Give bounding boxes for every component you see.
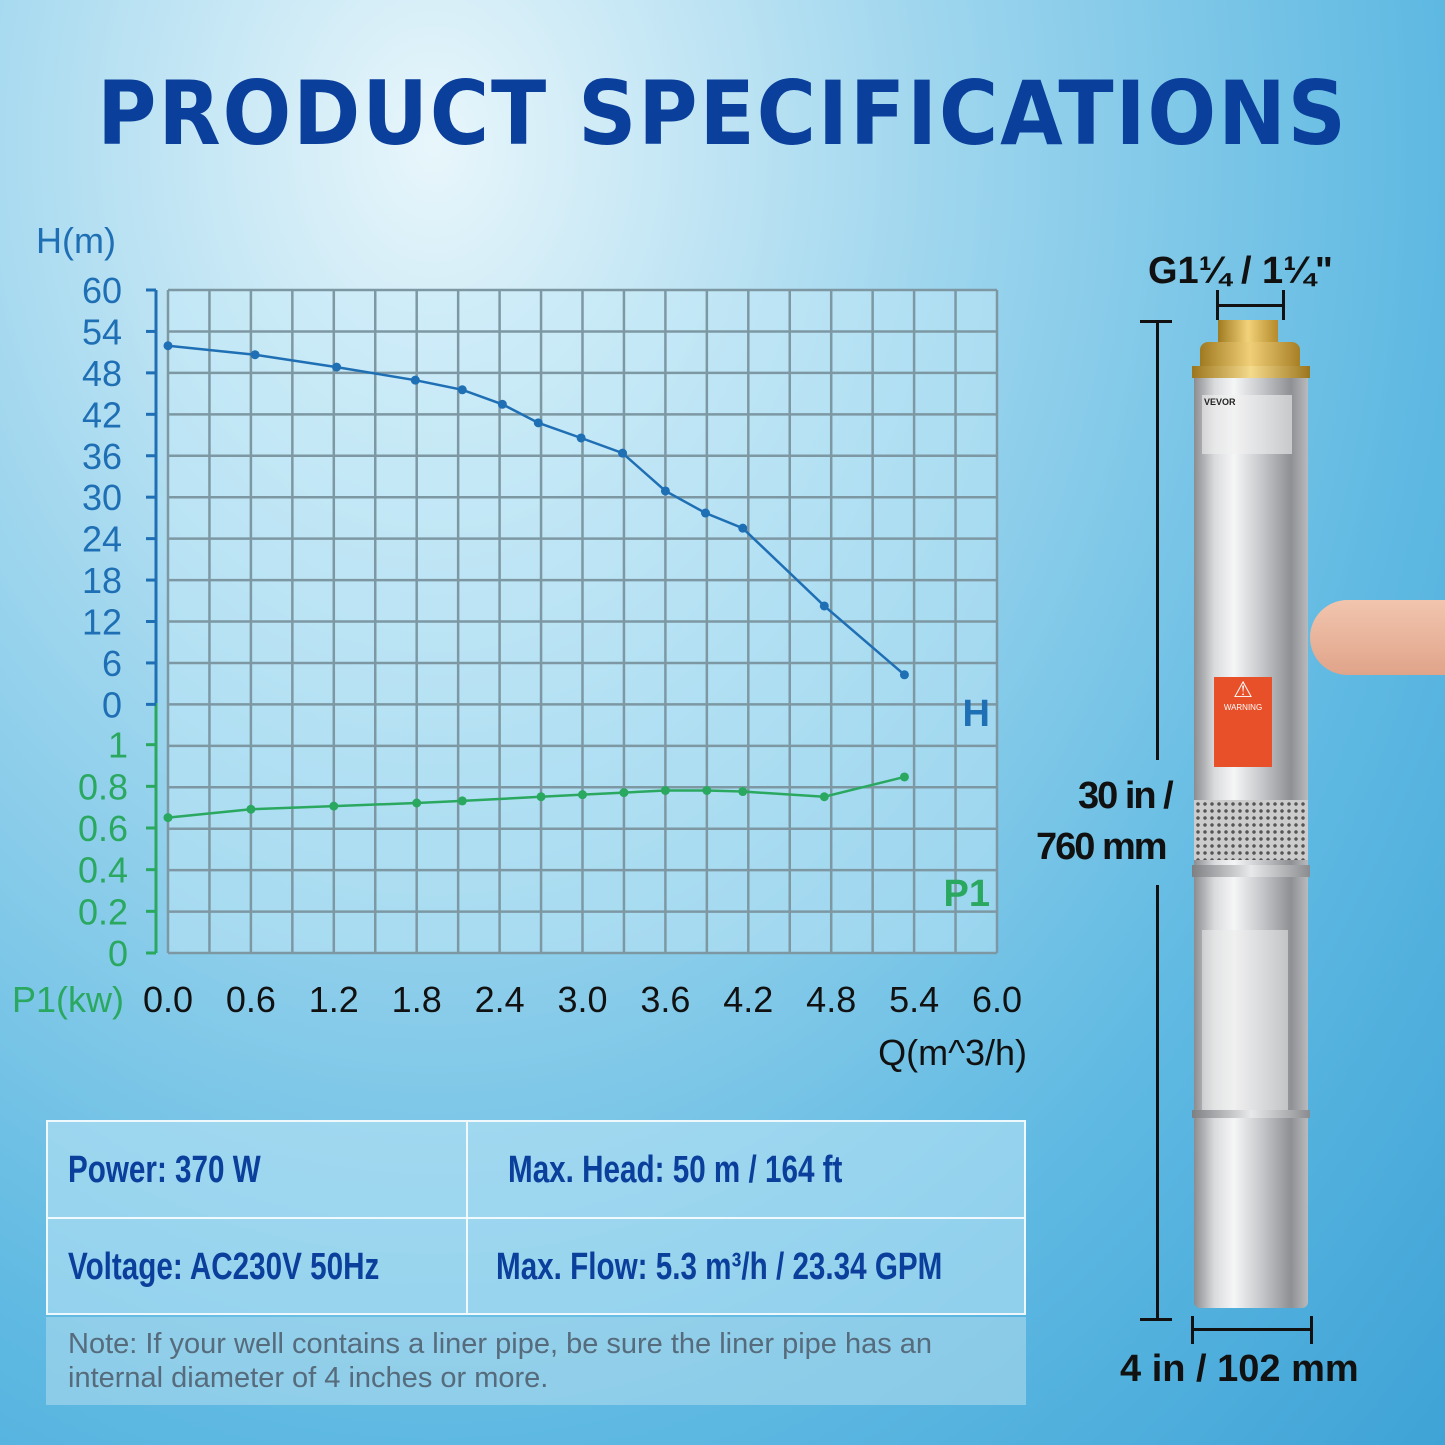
data-point-p1 — [660, 786, 670, 795]
data-point-h — [819, 601, 829, 611]
brand-label: VEVOR — [1204, 397, 1236, 407]
length-label-1: 30 in / — [1078, 775, 1174, 817]
x-tick-label: 4.2 — [723, 979, 773, 1020]
data-point-h — [899, 670, 909, 680]
p1-tick-label: 0.8 — [78, 766, 128, 807]
h-tick-label: 24 — [82, 519, 122, 560]
h-tick-label: 0 — [102, 684, 122, 725]
h-tick-label: 30 — [82, 477, 122, 518]
h-tick-label: 18 — [82, 560, 122, 601]
spec-power: Power: 370 W — [68, 1148, 261, 1191]
data-point-h — [497, 399, 507, 409]
p1-axis-label: P1(kw) — [12, 979, 124, 1020]
p1-tick-label: 0.6 — [78, 808, 128, 849]
data-point-h — [332, 362, 342, 372]
x-tick-label: 1.8 — [392, 979, 442, 1020]
data-point-h — [457, 385, 467, 395]
data-point-p1 — [819, 792, 829, 802]
length-label-2: 760 mm — [1036, 826, 1168, 868]
data-point-h — [660, 486, 670, 496]
intake-screen — [1194, 800, 1308, 860]
x-tick-label: 0.0 — [143, 979, 193, 1020]
x-tick-label: 6.0 — [972, 979, 1022, 1020]
data-point-h — [410, 375, 420, 385]
p1-tick-label: 0 — [108, 933, 128, 974]
pump-image: VEVOR ⚠ WARNING — [1188, 320, 1318, 1315]
data-point-p1 — [329, 801, 339, 811]
x-tick-label: 0.6 — [226, 979, 276, 1020]
h-tick-label: 48 — [82, 353, 122, 394]
performance-chart: 6054484236302418126010.80.60.40.20H(m)P1… — [12, 220, 1027, 1073]
data-point-p1 — [738, 787, 748, 797]
data-point-p1 — [578, 790, 587, 800]
note-text: Note: If your well contains a liner pipe… — [46, 1317, 1026, 1405]
spec-voltage: Voltage: AC230V 50Hz — [68, 1245, 380, 1288]
x-tick-label: 3.0 — [557, 979, 607, 1020]
hand — [1310, 600, 1445, 675]
h-tick-label: 6 — [102, 643, 122, 684]
h-tick-label: 12 — [82, 602, 122, 643]
p1-tick-label: 0.4 — [78, 850, 128, 891]
outlet-size-label: G1¼ / 1¼" — [1148, 250, 1333, 292]
spec-table: Power: 370 W Max. Head: 50 m / 164 ft Vo… — [46, 1120, 1026, 1315]
x-tick-label: 4.8 — [806, 979, 856, 1020]
data-point-h — [533, 418, 543, 428]
data-point-p1 — [163, 813, 173, 823]
h-axis-label: H(m) — [36, 220, 116, 261]
x-axis-label: Q(m^3/h) — [878, 1032, 1027, 1073]
data-point-p1 — [457, 796, 467, 806]
data-point-p1 — [702, 786, 712, 795]
data-point-h — [700, 508, 710, 518]
x-tick-label: 3.6 — [640, 979, 690, 1020]
warning-label: ⚠ WARNING — [1214, 677, 1272, 767]
h-tick-label: 36 — [82, 436, 122, 477]
spec-max-head: Max. Head: 50 m / 164 ft — [508, 1148, 843, 1191]
x-tick-label: 5.4 — [889, 979, 939, 1020]
data-point-h — [738, 523, 748, 533]
data-point-h — [618, 448, 628, 458]
data-point-p1 — [246, 804, 256, 814]
x-tick-label: 1.2 — [309, 979, 359, 1020]
diameter-label: 4 in / 102 mm — [1120, 1348, 1359, 1390]
p1-tick-label: 1 — [108, 725, 128, 766]
h-tick-label: 60 — [82, 270, 122, 311]
h-tick-label: 54 — [82, 311, 122, 352]
data-point-p1 — [412, 798, 422, 808]
data-point-h — [250, 350, 260, 360]
legend-h: H — [963, 693, 990, 735]
spec-max-flow: Max. Flow: 5.3 m³/h / 23.34 GPM — [496, 1245, 943, 1288]
series-line-h — [167, 344, 906, 676]
legend-p1: P1 — [944, 873, 990, 915]
data-point-p1 — [536, 792, 546, 802]
data-point-h — [163, 341, 173, 351]
length-dimension-line — [1156, 320, 1159, 760]
h-tick-label: 42 — [82, 394, 122, 435]
data-point-p1 — [619, 788, 629, 798]
p1-tick-label: 0.2 — [78, 891, 128, 932]
data-point-p1 — [899, 772, 909, 782]
page-title: PRODUCT SPECIFICATIONS — [97, 62, 1348, 165]
data-point-h — [576, 433, 586, 443]
x-tick-label: 2.4 — [475, 979, 525, 1020]
